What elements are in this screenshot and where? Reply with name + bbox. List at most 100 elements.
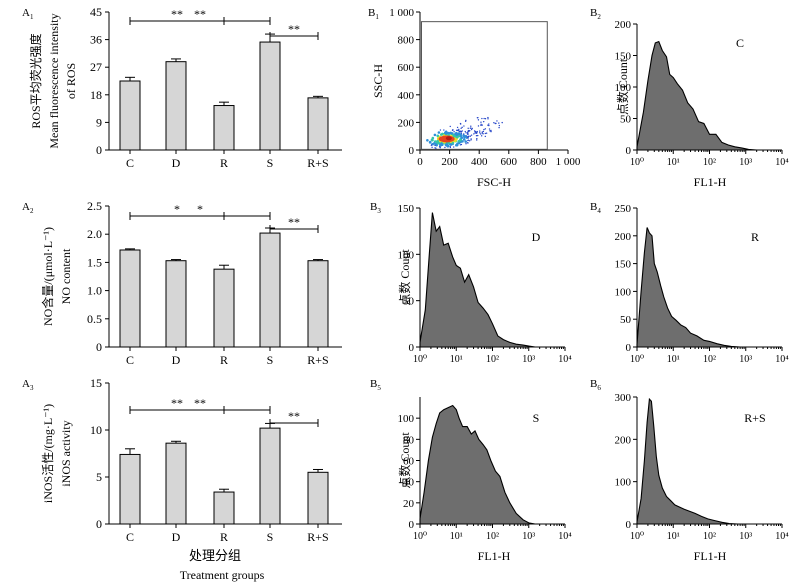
scatter-point [460,127,462,129]
y-tick-label: 2.0 [87,227,102,241]
x-tick-label: S [267,156,274,170]
y-tick-label: 0 [96,143,102,157]
scatter-point [470,139,472,141]
bar [213,268,235,348]
panel-label: B2 [590,7,601,21]
panel-label: A1 [22,7,34,21]
scatter-point [477,119,480,121]
scatter-point [485,132,488,134]
scatter-point [456,142,459,146]
y-axis-label: NO content [59,248,73,304]
scatter-point [453,146,455,148]
scatter-point [466,131,469,134]
scatter-point [455,133,459,137]
scatter-point [494,122,496,125]
histogram-group-label: C [736,36,744,50]
x-tick-label: 400 [471,156,488,168]
scatter-point [433,133,437,137]
x-tick-label: 800 [530,156,547,168]
bar [259,41,281,151]
panel-b3: B3 0 50 100 150 10⁰ 10¹ 10² 10³ 10⁴ D 点数 Count [370,201,572,365]
scatter-point [458,138,462,142]
x-tick-label: 10⁴ [775,531,789,542]
y-tick-label: 200 [615,434,632,446]
scatter-point [458,128,460,131]
panel-b4: B4 0 50 100 150 200 250 10⁰ 10¹ 10² 10³ 10⁴ R [590,201,789,365]
scatter-point [479,132,481,134]
scatter-point [463,133,465,135]
bar [165,61,187,151]
scatter-point [428,140,432,144]
x-tick-label: R+S [307,156,328,170]
scatter-point [498,126,500,129]
bar [165,260,187,348]
scatter-point [443,129,445,131]
scatter-point [440,142,443,146]
x-tick-label: 0 [417,156,423,168]
x-axis-label-en: Treatment groups [180,568,265,582]
panel-b2: B2 0 50 100 150 200 10⁰ 10¹ 10² 10³ 10⁴ C 点数 Count FL… [590,7,789,189]
histogram-group-label: R [751,230,759,244]
panel-b5: B5 0 20 40 60 80 100 10⁰ 10¹ 10² 10³ 10⁴ S 点数 Count FL… [370,378,572,563]
scatter-point [470,134,473,136]
bar [307,260,329,348]
scatter-point [467,137,469,139]
panel-label-sub: 2 [597,13,601,21]
scatter-point [437,131,441,134]
panel-label-sub: 3 [377,207,381,215]
y-axis-label: SSC-H [371,64,385,98]
x-tick-label: 10² [486,531,499,542]
y-tick-label: 0 [626,342,632,354]
y-tick-label: 1.5 [87,255,102,269]
scatter-point [460,136,464,140]
y-tick-label: 0 [409,519,415,531]
scatter-point [482,133,484,135]
y-tick-label: 100 [615,82,632,94]
scatter-point [463,125,465,127]
scatter-point [476,139,478,141]
scatter-point [474,132,476,134]
scatter-point [465,132,467,134]
y-tick-label: 0 [626,145,632,157]
significance-marker: ** [171,7,183,21]
scatter-point [488,123,490,125]
scatter-point [477,116,479,119]
scatter-point [470,125,472,127]
scatter-point [435,147,437,149]
y-axis-label: Mean fluorescence intensity [47,13,61,148]
x-tick-label: R+S [307,530,328,544]
x-tick-label: 10² [486,354,499,365]
significance-marker: ** [288,215,300,229]
panel-label-sub: 3 [30,384,34,392]
x-tick-label: C [126,156,134,170]
bar [119,453,141,525]
y-tick-label: 0 [409,145,415,157]
significance-marker: ** [194,7,206,21]
scatter-point [481,132,483,134]
scatter-point [449,125,451,128]
scatter-point [441,132,444,136]
panel-label-sub: 5 [377,384,381,392]
x-tick-label: 10¹ [450,531,463,542]
scatter-point [469,135,472,137]
scatter-point [457,132,461,135]
significance-marker: ** [194,396,206,410]
scatter-point [431,146,433,149]
x-tick-label: 10⁰ [630,531,644,542]
scatter-point [498,124,501,127]
scatter-point [490,130,492,133]
significance-marker: * [197,202,203,216]
x-tick-label: 200 [441,156,458,168]
y-tick-label: 15 [90,376,102,390]
scatter-point [489,130,491,132]
x-tick-label: 10⁴ [558,531,572,542]
y-tick-label: 0 [96,340,102,354]
scatter-point [451,129,454,131]
scatter-point [487,124,489,126]
y-tick-label: 150 [615,259,632,271]
panel-label: B5 [370,378,381,392]
panel-b1: B1 0 200 400 600 800 1 000 0 200 400 600 800 1 000 SS… [368,7,581,189]
panel-label: B3 [370,201,381,215]
scatter-point [476,137,478,140]
y-tick-label: 18 [90,88,102,102]
